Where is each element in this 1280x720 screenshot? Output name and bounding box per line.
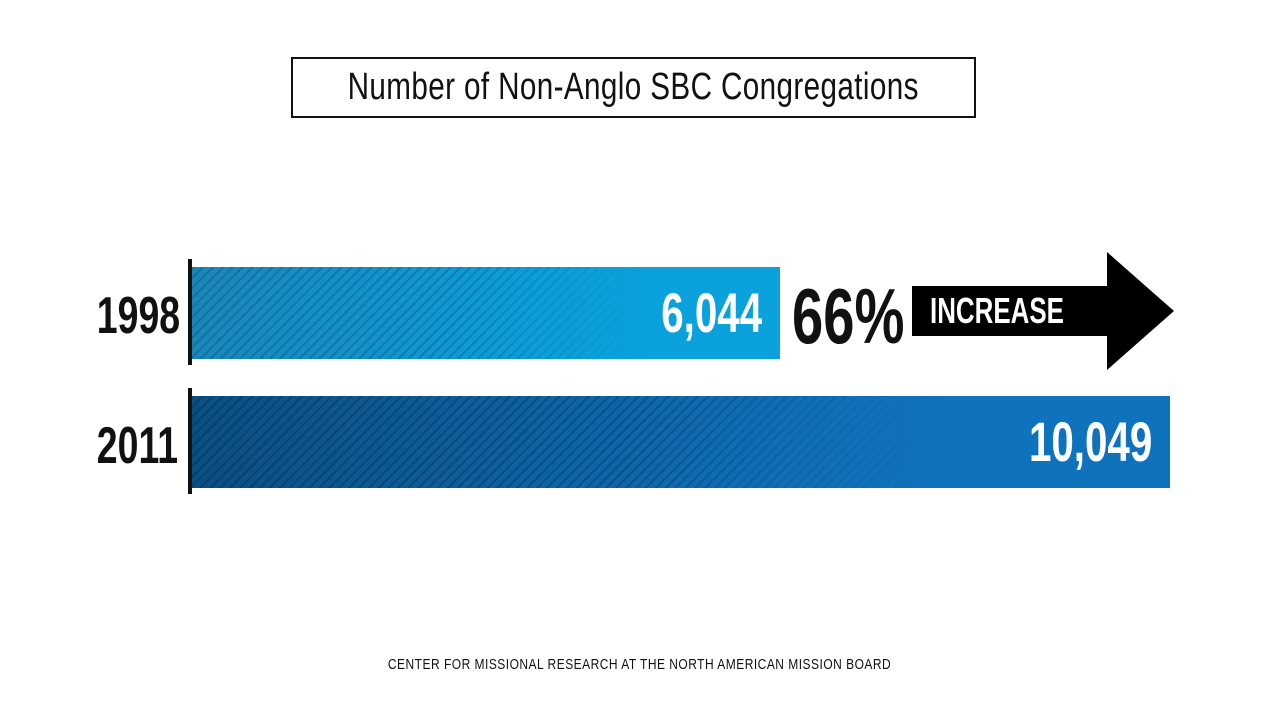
chart-title-box: Number of Non-Anglo SBC Congregations — [291, 57, 976, 118]
chart-title: Number of Non-Anglo SBC Congregations — [347, 66, 920, 108]
source-text: CENTER FOR MISSIONAL RESEARCH AT THE NOR… — [388, 656, 892, 673]
bar-1998: 6,044 — [192, 267, 780, 359]
bar-value-1998: 6,044 — [661, 281, 762, 344]
bar-2011: 10,049 — [192, 396, 1170, 488]
axis-line-1998 — [188, 259, 192, 365]
axis-line-2011 — [188, 388, 192, 494]
increase-label: INCREASE — [930, 290, 1064, 331]
percent-increase: 66% — [792, 272, 905, 360]
increase-arrow-icon — [912, 252, 1174, 370]
bar-value-2011: 10,049 — [1028, 410, 1152, 473]
arrow-shape — [912, 252, 1174, 370]
category-label-2011: 2011 — [96, 417, 179, 475]
category-label-1998: 1998 — [96, 287, 181, 345]
source-note: CENTER FOR MISSIONAL RESEARCH AT THE NOR… — [0, 656, 1280, 673]
